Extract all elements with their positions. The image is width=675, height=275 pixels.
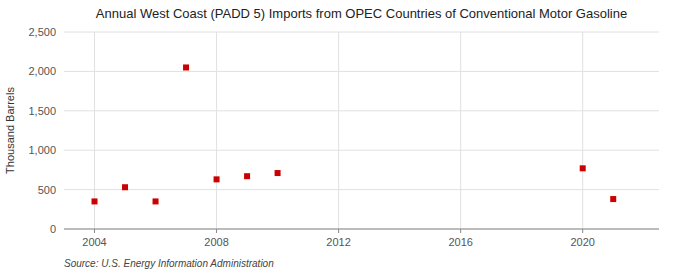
y-tick-label: 1,000 xyxy=(28,144,56,156)
y-grid-line xyxy=(64,189,659,190)
title: Annual West Coast (PADD 5) Imports from … xyxy=(96,6,627,21)
y-tick-label: 0 xyxy=(50,223,56,235)
y-tick-label: 2,500 xyxy=(28,26,56,38)
point xyxy=(214,176,220,182)
y-grid-line xyxy=(64,150,659,151)
x-grid-line xyxy=(582,32,583,229)
source-note: Source: U.S. Energy Information Administ… xyxy=(64,258,274,269)
point xyxy=(92,198,98,204)
y-tick-label: 2,000 xyxy=(28,65,56,77)
y-axis-label: Thousand Barrels xyxy=(4,87,16,174)
point xyxy=(610,196,616,202)
x-tick-label: 2016 xyxy=(448,236,472,248)
x-tick xyxy=(216,229,217,233)
point xyxy=(275,170,281,176)
point xyxy=(153,198,159,204)
point xyxy=(580,165,586,171)
point xyxy=(244,173,250,179)
y-tick-label: 500 xyxy=(38,184,56,196)
x-grid-line xyxy=(216,32,217,229)
x-tick xyxy=(460,229,461,233)
grid xyxy=(64,32,659,229)
y-grid-line xyxy=(64,71,659,72)
x-tick-label: 2004 xyxy=(82,236,106,248)
x-tick-label: 2020 xyxy=(570,236,594,248)
x-axis xyxy=(64,229,659,230)
x-tick xyxy=(338,229,339,233)
x-grid-line xyxy=(338,32,339,229)
y-grid-line xyxy=(64,229,659,230)
y-tick-label: 1,500 xyxy=(28,105,56,117)
y-grid-line xyxy=(64,32,659,33)
x-grid-line xyxy=(460,32,461,229)
x-tick xyxy=(94,229,95,233)
y-grid-line xyxy=(64,110,659,111)
point xyxy=(183,64,189,70)
point xyxy=(122,184,128,190)
x-tick-label: 2008 xyxy=(204,236,228,248)
points xyxy=(92,64,617,204)
x-tick-label: 2012 xyxy=(326,236,350,248)
chart: Annual West Coast (PADD 5) Imports from … xyxy=(0,0,675,275)
x-tick xyxy=(582,229,583,233)
